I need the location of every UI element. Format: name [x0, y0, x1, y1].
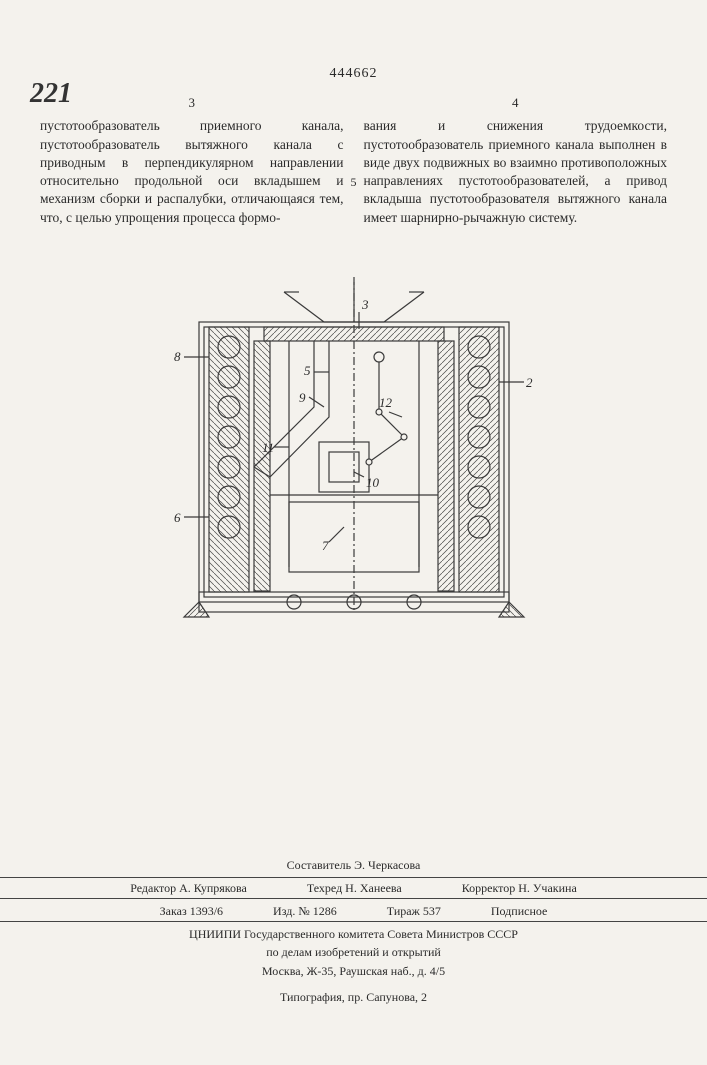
corrector-credit: Корректор Н. Учакина	[462, 880, 577, 896]
tirage: Тираж 537	[387, 903, 441, 919]
publication-number: 444662	[0, 65, 707, 84]
right-column-text: вания и снижения трудоемкости, пустотооб…	[364, 117, 668, 226]
imprint-footer: Составитель Э. Черкасова Редактор А. Куп…	[0, 857, 707, 1005]
two-column-body: 3 пустотообразователь приемного канала, …	[40, 94, 667, 227]
credits-row: Редактор А. Купрякова Техред Н. Ханеева …	[0, 877, 707, 899]
fig-label-8: 8	[174, 349, 181, 364]
fig-label-7: 7	[322, 538, 329, 553]
fig-label-9: 9	[299, 390, 306, 405]
fig-label-5: 5	[304, 363, 311, 378]
gutter-line-number: 5	[351, 174, 357, 190]
editor-credit: Редактор А. Купрякова	[130, 880, 247, 896]
fig-label-6: 6	[174, 510, 181, 525]
izd-number: Изд. № 1286	[273, 903, 337, 919]
order-row: Заказ 1393/6 Изд. № 1286 Тираж 537 Подпи…	[0, 901, 707, 922]
fig-label-10: 10	[366, 475, 380, 490]
composer-credit: Составитель Э. Черкасова	[0, 857, 707, 873]
fig-label-12: 12	[379, 395, 393, 410]
fig-label-11: 11	[262, 440, 274, 455]
techred-credit: Техред Н. Ханеева	[307, 880, 402, 896]
printer-line: Типография, пр. Сапунова, 2	[0, 989, 707, 1005]
subscription: Подписное	[491, 903, 548, 919]
fig-label-3: 3	[361, 297, 369, 312]
left-column: 3 пустотообразователь приемного канала, …	[40, 94, 344, 227]
right-column-number: 4	[364, 94, 668, 112]
left-column-number: 3	[40, 94, 344, 112]
order-number: Заказ 1393/6	[160, 903, 223, 919]
patent-figure: 2 3 5 6 7 8 9 10 11 12	[154, 267, 554, 647]
org-address: Москва, Ж-35, Раушская наб., д. 4/5	[0, 963, 707, 979]
fig-label-2: 2	[526, 375, 533, 390]
left-column-text: пустотообразователь приемного канала, пу…	[40, 117, 344, 226]
right-column: 4 вания и снижения трудоемкости, пустото…	[364, 94, 668, 227]
org-line-1: ЦНИИПИ Государственного комитета Совета …	[0, 926, 707, 942]
org-line-2: по делам изобретений и открытий	[0, 944, 707, 960]
